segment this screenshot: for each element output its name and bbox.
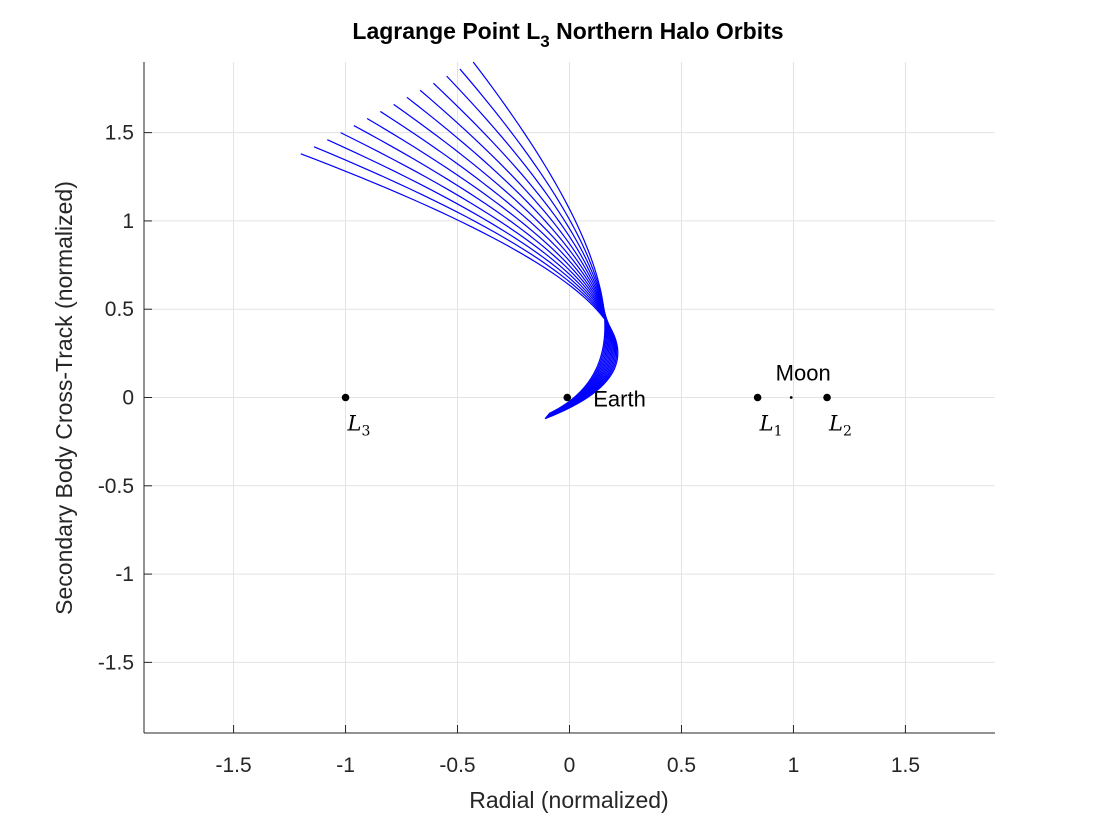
- orbit-line: [300, 153, 619, 420]
- orbit-line: [313, 146, 618, 419]
- orbit-line: [432, 82, 608, 416]
- x-tick-label: -0.5: [439, 754, 475, 777]
- orbit-line: [419, 89, 609, 416]
- orbit-line: [406, 96, 610, 416]
- orbit-curves: [300, 61, 619, 420]
- point-l1-marker: [753, 393, 762, 402]
- x-tick-label: 1: [788, 754, 800, 777]
- orbit-line: [459, 68, 607, 415]
- x-tick-label: -1: [336, 754, 355, 777]
- orbit-line: [446, 75, 608, 415]
- orbit-line: [393, 103, 611, 417]
- y-axis-label: Secondary Body Cross-Track (normalized): [51, 181, 77, 615]
- moon-label: Moon: [776, 361, 831, 386]
- y-tick-label: 1.5: [105, 122, 134, 145]
- x-tick-label: 0.5: [667, 754, 696, 777]
- point-l3-marker: [341, 393, 350, 402]
- x-axis-label: Radial (normalized): [469, 787, 668, 813]
- y-tick-label: 1: [122, 210, 134, 233]
- point-l3-label: L3: [347, 412, 371, 440]
- point-l2-label: L2: [828, 412, 852, 440]
- orbit-line: [327, 139, 617, 419]
- x-tick-label: 1.5: [891, 754, 920, 777]
- lagrange-points: L3 Earth L1 Moon L2: [341, 361, 852, 440]
- point-l1-label: L1: [759, 412, 783, 440]
- orbit-line: [340, 132, 616, 419]
- y-tick-label: 0.5: [105, 298, 134, 321]
- orbit-line: [366, 117, 613, 418]
- point-l2-marker: [823, 393, 831, 402]
- y-tick-label: -1: [115, 563, 134, 586]
- x-tick-label: 0: [564, 754, 576, 777]
- point-moon-marker: [789, 396, 793, 399]
- chart-title: Lagrange Point L3 Northern Halo Orbits: [352, 18, 783, 51]
- orbit-line: [353, 125, 615, 418]
- x-tick-label: -1.5: [215, 754, 251, 777]
- axes: -1.5 -1 -0.5 0 0.5 1 1.5 -1.5 -1 -0.5 0 0.5 1 1.5: [98, 62, 995, 777]
- orbit-line: [380, 110, 612, 417]
- orbit-line: [472, 61, 606, 414]
- y-tick-label: 0: [122, 387, 134, 410]
- earth-label: Earth: [593, 387, 646, 412]
- y-tick-label: -0.5: [98, 475, 134, 498]
- y-tick-label: -1.5: [98, 651, 134, 674]
- point-earth-marker: [563, 393, 572, 402]
